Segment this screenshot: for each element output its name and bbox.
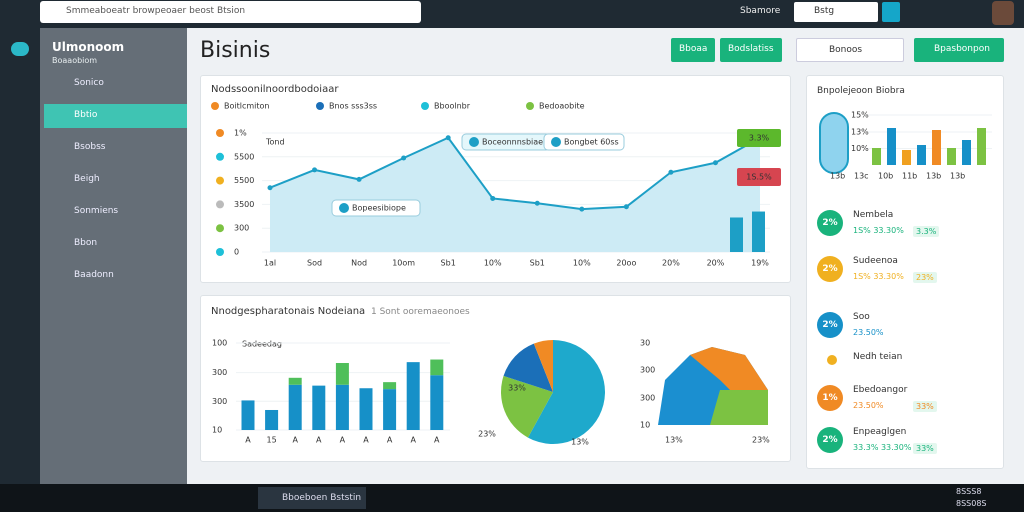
list-item: 2% Nembela 1S% 33.30% 3.3% <box>817 208 997 248</box>
item-sub: 1S% 33.30% <box>853 272 904 281</box>
select[interactable]: Bstg <box>794 2 878 22</box>
item-sub: 33.3% 33.30% <box>853 443 912 452</box>
item-badge: 2% <box>817 312 843 338</box>
list-item: 2% Soo 23.50% <box>817 310 997 350</box>
nav-item[interactable]: Bbon <box>74 238 98 248</box>
item-chip: 23% <box>913 272 937 283</box>
nav-item[interactable]: Sonmiens <box>74 206 119 216</box>
item-title: Sudeenoa <box>853 256 898 266</box>
item-title: Ebedoangor <box>853 385 908 395</box>
task-app[interactable]: Bboeboen Bststin <box>258 487 366 509</box>
clock: 8SSS8 <box>956 487 982 496</box>
list-item: Nedh teian <box>817 350 997 390</box>
card-title: Nnodgespharatonais Nodeiana <box>211 306 366 317</box>
search-box[interactable]: Smmeaboeatr browpeoaer beost Btsion <box>40 1 421 23</box>
item-sub: 23.50% <box>853 328 884 337</box>
nav-item[interactable]: Bbtio <box>44 104 187 128</box>
item-sub: 1S% 33.30% <box>853 226 904 235</box>
card-subtitle: 1 Sont ooremaeonoes <box>371 307 470 317</box>
list-item: 2% Enpeaglgen 33.3% 33.30% 33% <box>817 425 997 465</box>
item-badge: 2% <box>817 427 843 453</box>
item-badge: 2% <box>817 256 843 282</box>
button[interactable]: Bpasbonpon <box>914 38 1004 62</box>
item-badge: 1% <box>817 385 843 411</box>
list-item: 1% Ebedoangor 23.50% 33% <box>817 383 997 423</box>
item-chip: 33% <box>913 443 937 454</box>
logo <box>11 42 29 56</box>
item-chip: 3.3% <box>913 226 940 237</box>
nav-item[interactable]: Beigh <box>74 174 100 184</box>
nav-item[interactable]: Bsobss <box>74 142 106 152</box>
item-chip: 33% <box>913 401 937 412</box>
icon-rail <box>0 28 40 484</box>
line-card: Nodssoonilnoordbodoiaar <box>200 75 791 283</box>
item-title: Enpeaglgen <box>853 427 907 437</box>
item-title: Soo <box>853 312 870 322</box>
list-item: 2% Sudeenoa 1S% 33.30% 23% <box>817 254 997 294</box>
nav-item[interactable]: Sonico <box>74 78 104 88</box>
account[interactable]: Sbamore <box>740 6 781 16</box>
avatar[interactable] <box>992 1 1014 25</box>
item-dot <box>827 355 837 365</box>
dropdown[interactable]: Bonoos <box>796 38 904 62</box>
item-sub: 23.50% <box>853 401 884 410</box>
date: 8SS08S <box>956 499 987 508</box>
top-bar: Smmeaboeatr browpeoaer beost Btsion Sbam… <box>0 0 1024 28</box>
card-title: Nodssoonilnoordbodoiaar <box>211 84 339 95</box>
item-title: Nedh teian <box>853 352 903 362</box>
item-title: Nembela <box>853 210 894 220</box>
taskbar: Bboeboen Bststin 8SSS8 8SS08S <box>0 484 1024 512</box>
button[interactable]: Bboaa <box>671 38 716 62</box>
capsule <box>819 112 849 174</box>
bar-card: Nnodgespharatonais Nodeiana 1 Sont oorem… <box>200 295 791 462</box>
brand-sub: Boaaobiom <box>52 56 98 65</box>
item-badge: 2% <box>817 210 843 236</box>
brand: Ulmonoom <box>52 40 125 54</box>
icon-button[interactable] <box>882 2 900 22</box>
page-title: Bisinis <box>200 38 271 63</box>
sidebar: Ulmonoom Boaaobiom Sonico Bbtio Bsobss Beig… <box>40 28 187 484</box>
button[interactable]: Bodslatiss <box>720 38 782 62</box>
panel-title: Bnpolejeoon Biobra <box>817 86 905 96</box>
nav-item[interactable]: Baadonn <box>74 270 114 280</box>
